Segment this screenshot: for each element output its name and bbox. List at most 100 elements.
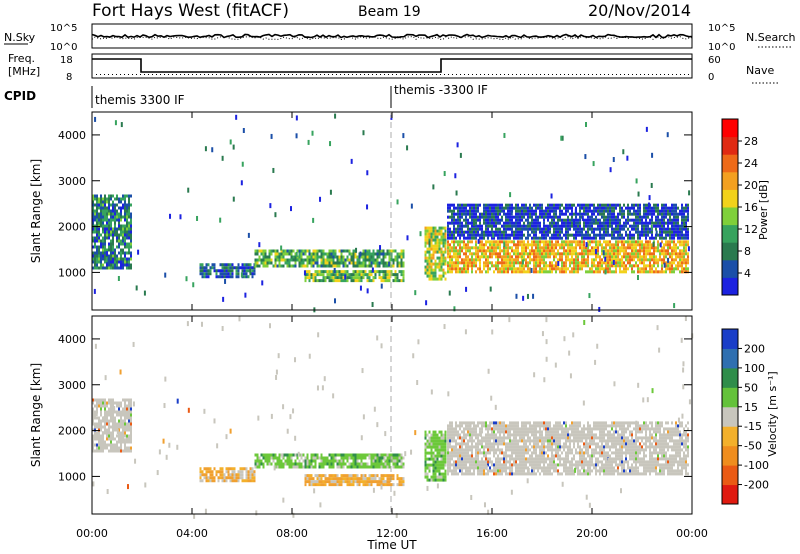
data-cell xyxy=(298,462,301,466)
data-cell xyxy=(438,256,441,260)
data-cell xyxy=(535,258,537,262)
data-cell xyxy=(237,473,240,477)
data-cell xyxy=(300,453,303,457)
data-cell xyxy=(607,203,609,207)
data-cell xyxy=(485,227,487,231)
data-cell xyxy=(447,457,449,461)
data-cell xyxy=(396,264,399,268)
data-cell xyxy=(126,236,128,240)
data-cell xyxy=(434,265,437,269)
data-cell xyxy=(475,221,477,225)
data-cell xyxy=(98,440,100,444)
data-cell xyxy=(108,443,110,447)
data-cell xyxy=(535,230,537,234)
data-cell xyxy=(529,227,531,231)
data-cell xyxy=(525,258,527,262)
data-cell xyxy=(262,465,265,469)
data-cell xyxy=(110,221,112,225)
data-cell xyxy=(523,243,525,247)
data-cell xyxy=(595,209,597,213)
data-cell xyxy=(599,209,601,213)
data-cell xyxy=(499,212,501,216)
data-cell xyxy=(473,224,475,228)
data-cell xyxy=(116,263,118,267)
data-cell xyxy=(561,270,563,274)
data-cell xyxy=(621,215,623,219)
data-cell xyxy=(591,264,593,268)
data-cell xyxy=(619,252,621,256)
data-cell xyxy=(130,410,132,414)
data-cell xyxy=(661,246,663,250)
data-cell xyxy=(587,212,589,216)
data-cell xyxy=(539,261,541,265)
data-cell xyxy=(459,236,461,240)
data-cell xyxy=(673,258,675,262)
data-cell xyxy=(249,467,252,471)
data-cell xyxy=(545,236,547,240)
data-cell xyxy=(619,227,621,231)
data-cell xyxy=(561,258,563,262)
data-cell xyxy=(207,479,210,483)
data-cell xyxy=(511,261,513,265)
data-cell xyxy=(106,206,108,210)
data-cell xyxy=(499,255,501,259)
data-cell xyxy=(312,480,315,484)
data-cell xyxy=(438,472,441,476)
data-cell xyxy=(663,221,665,225)
data-cell xyxy=(543,218,545,222)
data-cell xyxy=(635,246,637,250)
data-cell xyxy=(254,264,257,268)
data-cell xyxy=(471,427,473,431)
data-cell xyxy=(473,227,475,231)
data-cell xyxy=(471,436,473,440)
data-cell xyxy=(426,238,429,242)
data-cell xyxy=(461,203,463,207)
data-cell xyxy=(286,258,289,262)
data-cell xyxy=(511,249,513,253)
data-cell xyxy=(358,258,361,262)
data-cell xyxy=(350,480,353,484)
data-cell xyxy=(92,413,94,417)
data-cell xyxy=(573,240,575,244)
data-cell xyxy=(575,249,577,253)
data-cell xyxy=(511,267,513,271)
data-cell xyxy=(663,236,665,240)
data-cell xyxy=(108,398,110,402)
data-cell xyxy=(436,262,439,266)
data-cell xyxy=(350,252,353,256)
data-cell xyxy=(334,279,337,283)
data-cell xyxy=(571,209,573,213)
data-cell xyxy=(649,221,651,225)
data-cell xyxy=(663,224,665,228)
data-cell xyxy=(364,258,367,262)
data-cell xyxy=(513,206,515,210)
data-cell xyxy=(122,251,124,255)
colorbar-tick-label: 12 xyxy=(744,223,758,236)
data-cell xyxy=(374,480,377,484)
data-cell xyxy=(657,224,659,228)
data-cell xyxy=(541,236,543,240)
data-cell xyxy=(523,252,525,256)
data-cell xyxy=(432,226,435,230)
data-cell xyxy=(266,264,269,268)
data-cell xyxy=(661,233,663,237)
data-cell xyxy=(601,267,603,271)
data-cell xyxy=(394,465,397,469)
data-cell xyxy=(122,203,124,207)
data-cell xyxy=(424,472,427,476)
data-cell xyxy=(585,230,587,234)
data-cell xyxy=(201,275,204,279)
data-cell xyxy=(611,258,613,262)
data-cell xyxy=(563,267,565,271)
data-cell xyxy=(400,258,403,262)
data-cell xyxy=(336,264,339,268)
data-cell xyxy=(555,267,557,271)
data-cell xyxy=(627,236,629,240)
data-cell xyxy=(469,246,471,250)
data-cell xyxy=(426,442,429,446)
data-cell xyxy=(593,233,595,237)
data-cell xyxy=(575,224,577,228)
data-cell xyxy=(436,466,439,470)
data-cell xyxy=(116,203,118,207)
data-cell xyxy=(118,212,120,216)
